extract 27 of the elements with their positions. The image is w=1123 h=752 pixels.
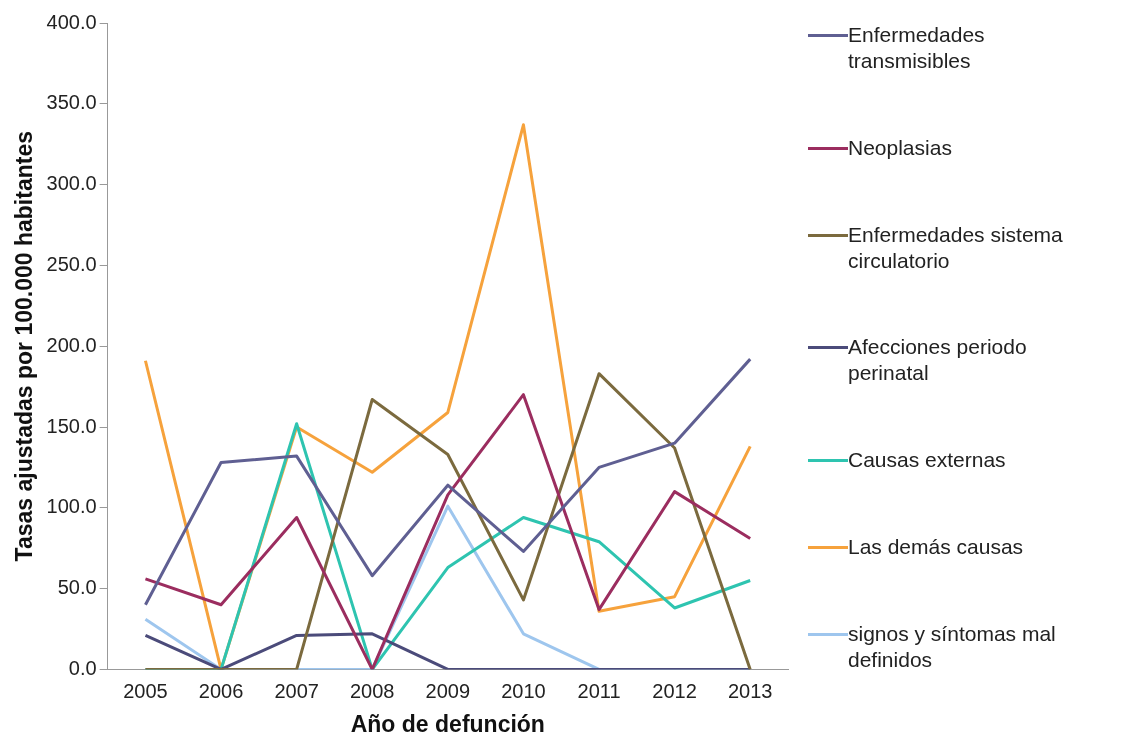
legend-label: Enfermedades sistema circulatorio: [848, 221, 1064, 274]
x-tick-label: 2009: [425, 679, 471, 702]
y-tick-label: 50.0: [57, 576, 97, 599]
x-tick-label: 2011: [577, 679, 621, 702]
x-tick-label: 2012: [652, 679, 697, 702]
y-tick-label: 400.0: [46, 10, 97, 33]
legend-label: Neoplasias: [848, 134, 952, 161]
x-tick-label: 2010: [501, 679, 546, 702]
y-tick-label: 100.0: [46, 495, 97, 518]
y-tick-label: 250.0: [46, 252, 97, 275]
x-tick-label: 2006: [198, 679, 244, 702]
x-axis-title: Año de defunción: [350, 710, 545, 737]
x-tick-label: 2013: [727, 679, 773, 702]
legend-label: signos y síntomas mal definidos: [848, 620, 1057, 673]
y-tick-label: 300.0: [46, 172, 97, 195]
x-tick-label: 2005: [123, 679, 168, 702]
y-axis-title: Tasas ajustadas por 100.000 habitantes: [11, 131, 38, 562]
y-tick-label: 150.0: [46, 414, 97, 437]
y-tick-label: 200.0: [46, 333, 97, 356]
x-tick-label: 2007: [274, 679, 319, 702]
y-tick-label: 350.0: [46, 91, 97, 114]
legend-label: Las demás causas: [848, 534, 1024, 561]
legend-label: Causas externas: [848, 447, 1006, 474]
legend-label: Enfermedades transmisibles: [848, 22, 986, 74]
legend-label: Afecciones periodo perinatal: [848, 334, 1028, 387]
x-tick-label: 2008: [349, 679, 395, 702]
y-tick-label: 0.0: [68, 656, 97, 679]
